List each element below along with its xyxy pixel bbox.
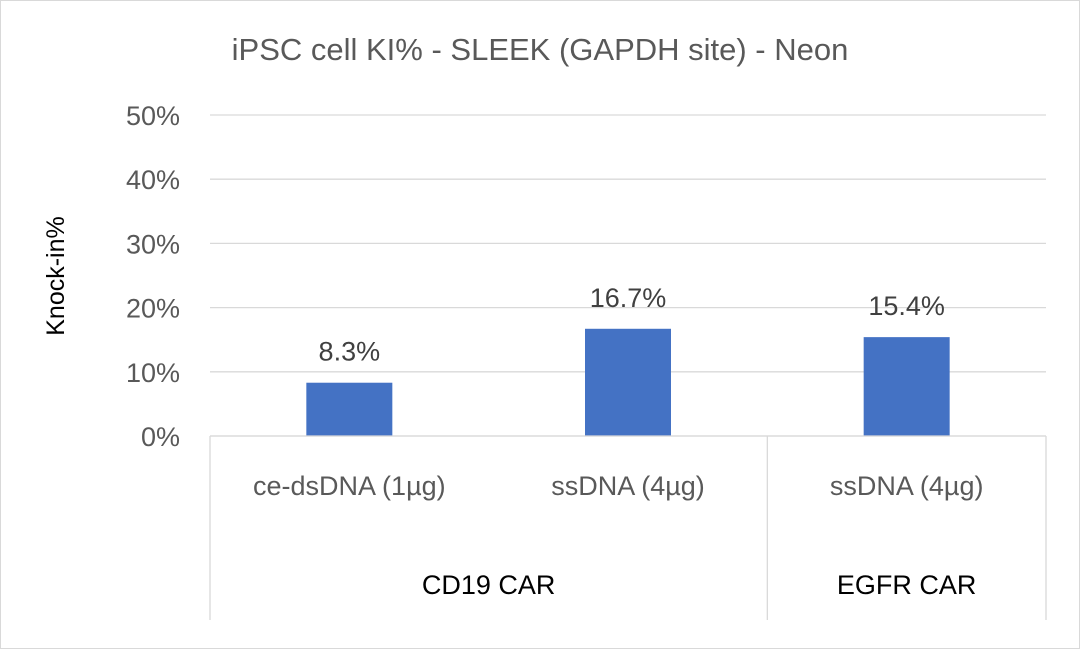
chart-title: iPSC cell KI% - SLEEK (GAPDH site) - Neo… — [232, 32, 849, 67]
y-tick-label: 30% — [126, 229, 180, 259]
y-tick-label: 50% — [126, 101, 180, 131]
data-label: 8.3% — [319, 337, 381, 367]
y-tick-label: 0% — [141, 422, 180, 452]
data-label: 16.7% — [590, 283, 667, 313]
x-tick-label: ce-dsDNA (1µg) — [253, 471, 446, 501]
x-tick-label: ssDNA (4µg) — [830, 471, 984, 501]
y-tick-label: 20% — [126, 294, 180, 324]
x-tick-label: ssDNA (4µg) — [551, 471, 705, 501]
y-tick-label: 10% — [126, 358, 180, 388]
bar — [585, 328, 671, 436]
group-label: CD19 CAR — [422, 570, 556, 600]
bar — [863, 337, 950, 436]
y-axis-label: Knock-in% — [42, 216, 70, 336]
group-label: EGFR CAR — [837, 570, 977, 600]
bar — [306, 382, 393, 436]
y-tick-label: 40% — [126, 165, 180, 195]
data-label: 15.4% — [868, 291, 945, 321]
